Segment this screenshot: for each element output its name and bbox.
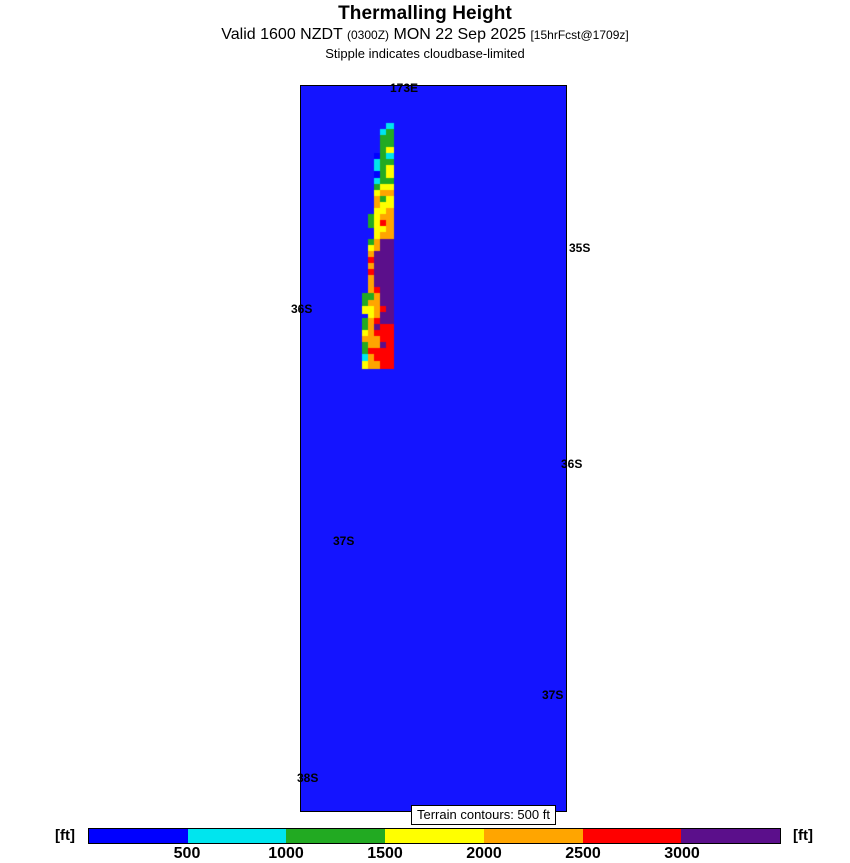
forecast-map[interactable] [300, 85, 567, 812]
colorbar-units-left: [ft] [55, 827, 75, 844]
map-overlay [301, 86, 566, 811]
valid-time-line: Valid 1600 NZDT (0300Z) MON 22 Sep 2025 … [0, 25, 850, 45]
colorbar[interactable] [88, 828, 781, 844]
graticule-label-37s: 37S [542, 688, 564, 702]
graticule-label-173e: 173E [390, 81, 419, 95]
colorbar-tick-1500: 1500 [367, 845, 403, 862]
colorbar-tick-3000: 3000 [664, 845, 700, 862]
colorbar-tick-2500: 2500 [565, 845, 601, 862]
colorbar-band-1 [187, 829, 287, 843]
chart-header: Thermalling Height Valid 1600 NZDT (0300… [0, 0, 850, 62]
graticule-label-35s: 35S [569, 241, 591, 255]
colorbar-band-0 [89, 829, 188, 843]
colorbar-band-2 [286, 829, 386, 843]
forecast-tag: [15hrFcst@1709z] [530, 28, 629, 42]
colorbar-region: [ft] [ft] 500 1000 1500 2000 2500 3000 [0, 826, 850, 862]
colorbar-tick-2000: 2000 [466, 845, 502, 862]
colorbar-band-4 [483, 829, 583, 843]
terrain-contour-note: Terrain contours: 500 ft [411, 805, 556, 825]
utc-time: (0300Z) [347, 28, 390, 42]
graticule-label-36s: 36S [561, 457, 583, 471]
graticule-label-36s: 36S [291, 302, 313, 316]
graticule-label-38s: 38S [297, 771, 319, 785]
colorbar-tick-500: 500 [173, 845, 201, 862]
page-title: Thermalling Height [338, 3, 512, 24]
valid-date: MON 22 Sep 2025 [393, 26, 527, 43]
stipple-note: Stipple indicates cloudbase-limited [325, 46, 525, 61]
valid-prefix: Valid 1600 NZDT [221, 26, 343, 43]
colorbar-band-5 [582, 829, 682, 843]
colorbar-band-6 [681, 829, 781, 843]
graticule-label-37s: 37S [333, 534, 355, 548]
thermalling-height-heatmap [301, 86, 566, 811]
colorbar-band-3 [385, 829, 484, 843]
colorbar-units-right: [ft] [793, 827, 813, 844]
colorbar-tick-1000: 1000 [268, 845, 304, 862]
